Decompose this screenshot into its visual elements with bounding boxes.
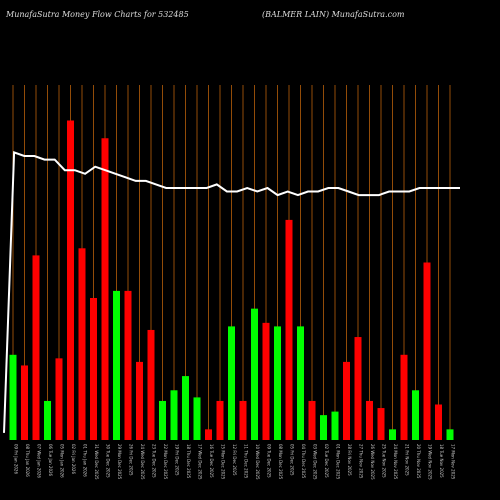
money-flow-line	[3, 151, 460, 433]
x-tick-label: 27 Thu Nov 2025	[359, 444, 364, 479]
x-tick-label: 19 Fri Dec 2025	[175, 444, 180, 476]
bar	[205, 429, 212, 440]
bar	[55, 358, 63, 440]
bar	[78, 248, 86, 440]
x-tick-label: 18 Tue Nov 2025	[439, 444, 444, 478]
x-tick-label: 30 Tue Dec 2025	[106, 444, 111, 478]
bar	[101, 138, 109, 440]
x-tick-label: 12 Fri Dec 2025	[232, 444, 237, 476]
x-tick-label: 02 Fri Jan 2026	[71, 444, 76, 474]
bar	[297, 326, 304, 440]
bar	[285, 219, 293, 440]
bar	[216, 400, 224, 440]
bar	[67, 120, 74, 440]
bar	[147, 329, 155, 440]
x-tick-label: 23 Tue Dec 2025	[152, 444, 157, 478]
bar	[366, 400, 373, 440]
bar	[389, 429, 396, 440]
x-tick-label: 18 Thu Dec 2025	[186, 444, 191, 479]
x-tick-label: 20 Thu Nov 2025	[416, 444, 421, 479]
x-tick-label: 03 Wed Dec 2025	[313, 444, 318, 480]
bar	[113, 290, 120, 440]
x-tick-label: 24 Mon Nov 2025	[393, 444, 398, 480]
bar	[124, 290, 132, 440]
bar	[274, 326, 281, 440]
bar	[446, 429, 454, 440]
bar	[320, 415, 327, 440]
bar	[251, 308, 258, 440]
x-tick-label: 08 Thu Jan 2026	[25, 444, 30, 477]
x-tick-label: 17 Mon Nov 2025	[451, 444, 456, 480]
x-tick-label: 17 Wed Dec 2025	[198, 444, 203, 480]
bar	[239, 400, 247, 440]
x-tick-label: 07 Wed Jan 2026	[37, 444, 42, 478]
x-tick-label: 05 Mon Jan 2026	[60, 444, 65, 478]
bar	[262, 322, 270, 440]
bar	[377, 408, 385, 440]
x-tick-label: 24 Wed Dec 2025	[140, 444, 145, 480]
x-tick-label: 29 Mon Dec 2025	[117, 444, 122, 480]
x-tick-label: 31 Wed Dec 2025	[94, 444, 99, 480]
x-tick-label: 11 Thu Dec 2025	[244, 444, 249, 479]
x-tick-label: 09 Fri Jan 2026	[14, 444, 19, 474]
bar	[193, 397, 201, 440]
bar	[44, 400, 51, 440]
x-tick-label: 26 Fri Dec 2025	[129, 444, 134, 476]
x-tick-label: 25 Tue Nov 2025	[382, 444, 387, 478]
bar	[400, 354, 408, 440]
bar	[308, 400, 316, 440]
x-tick-label: 05 Fri Dec 2025	[290, 444, 295, 476]
bar	[412, 390, 419, 440]
bar	[170, 390, 178, 440]
bar	[9, 354, 17, 440]
bar	[343, 361, 350, 440]
x-tick-label: 01 Thu Jan 2026	[83, 444, 88, 477]
x-tick-label: 21 Fri Nov 2025	[405, 444, 410, 476]
bar	[331, 411, 339, 440]
bar	[435, 404, 442, 440]
x-tick-label: 26 Wed Nov 2025	[370, 444, 375, 480]
bar	[32, 255, 40, 440]
x-tick-label: 04 Thu Dec 2025	[301, 444, 306, 479]
x-tick-label: 15 Mon Dec 2025	[221, 444, 226, 480]
bar	[159, 400, 166, 440]
bar	[228, 326, 235, 440]
bar	[423, 262, 431, 440]
x-tick-label: 09 Tue Dec 2025	[267, 444, 272, 478]
chart-subtitle: (BALMER LAIN) MunafaSutra.com	[262, 10, 405, 19]
x-tick-label: 10 Wed Dec 2025	[255, 444, 260, 480]
x-tick-label: 28 Fri Nov 2025	[347, 444, 352, 476]
x-tick-label: 22 Mon Dec 2025	[163, 444, 168, 480]
x-tick-label: 16 Tue Dec 2025	[209, 444, 214, 478]
x-tick-label: 01 Mon Dec 2025	[336, 444, 341, 480]
x-tick-label: 02 Tue Dec 2025	[324, 444, 329, 478]
bar	[90, 298, 97, 440]
x-tick-label: 06 Tue Jan 2026	[48, 444, 53, 477]
chart-title: MunafaSutra Money Flow Charts for 532485	[6, 10, 189, 19]
bar	[21, 365, 28, 440]
x-tick-label: 19 Wed Nov 2025	[428, 444, 433, 480]
bar	[354, 337, 362, 440]
x-tick-label: 08 Mon Dec 2025	[278, 444, 283, 480]
bar	[182, 376, 189, 440]
bar	[136, 361, 143, 440]
